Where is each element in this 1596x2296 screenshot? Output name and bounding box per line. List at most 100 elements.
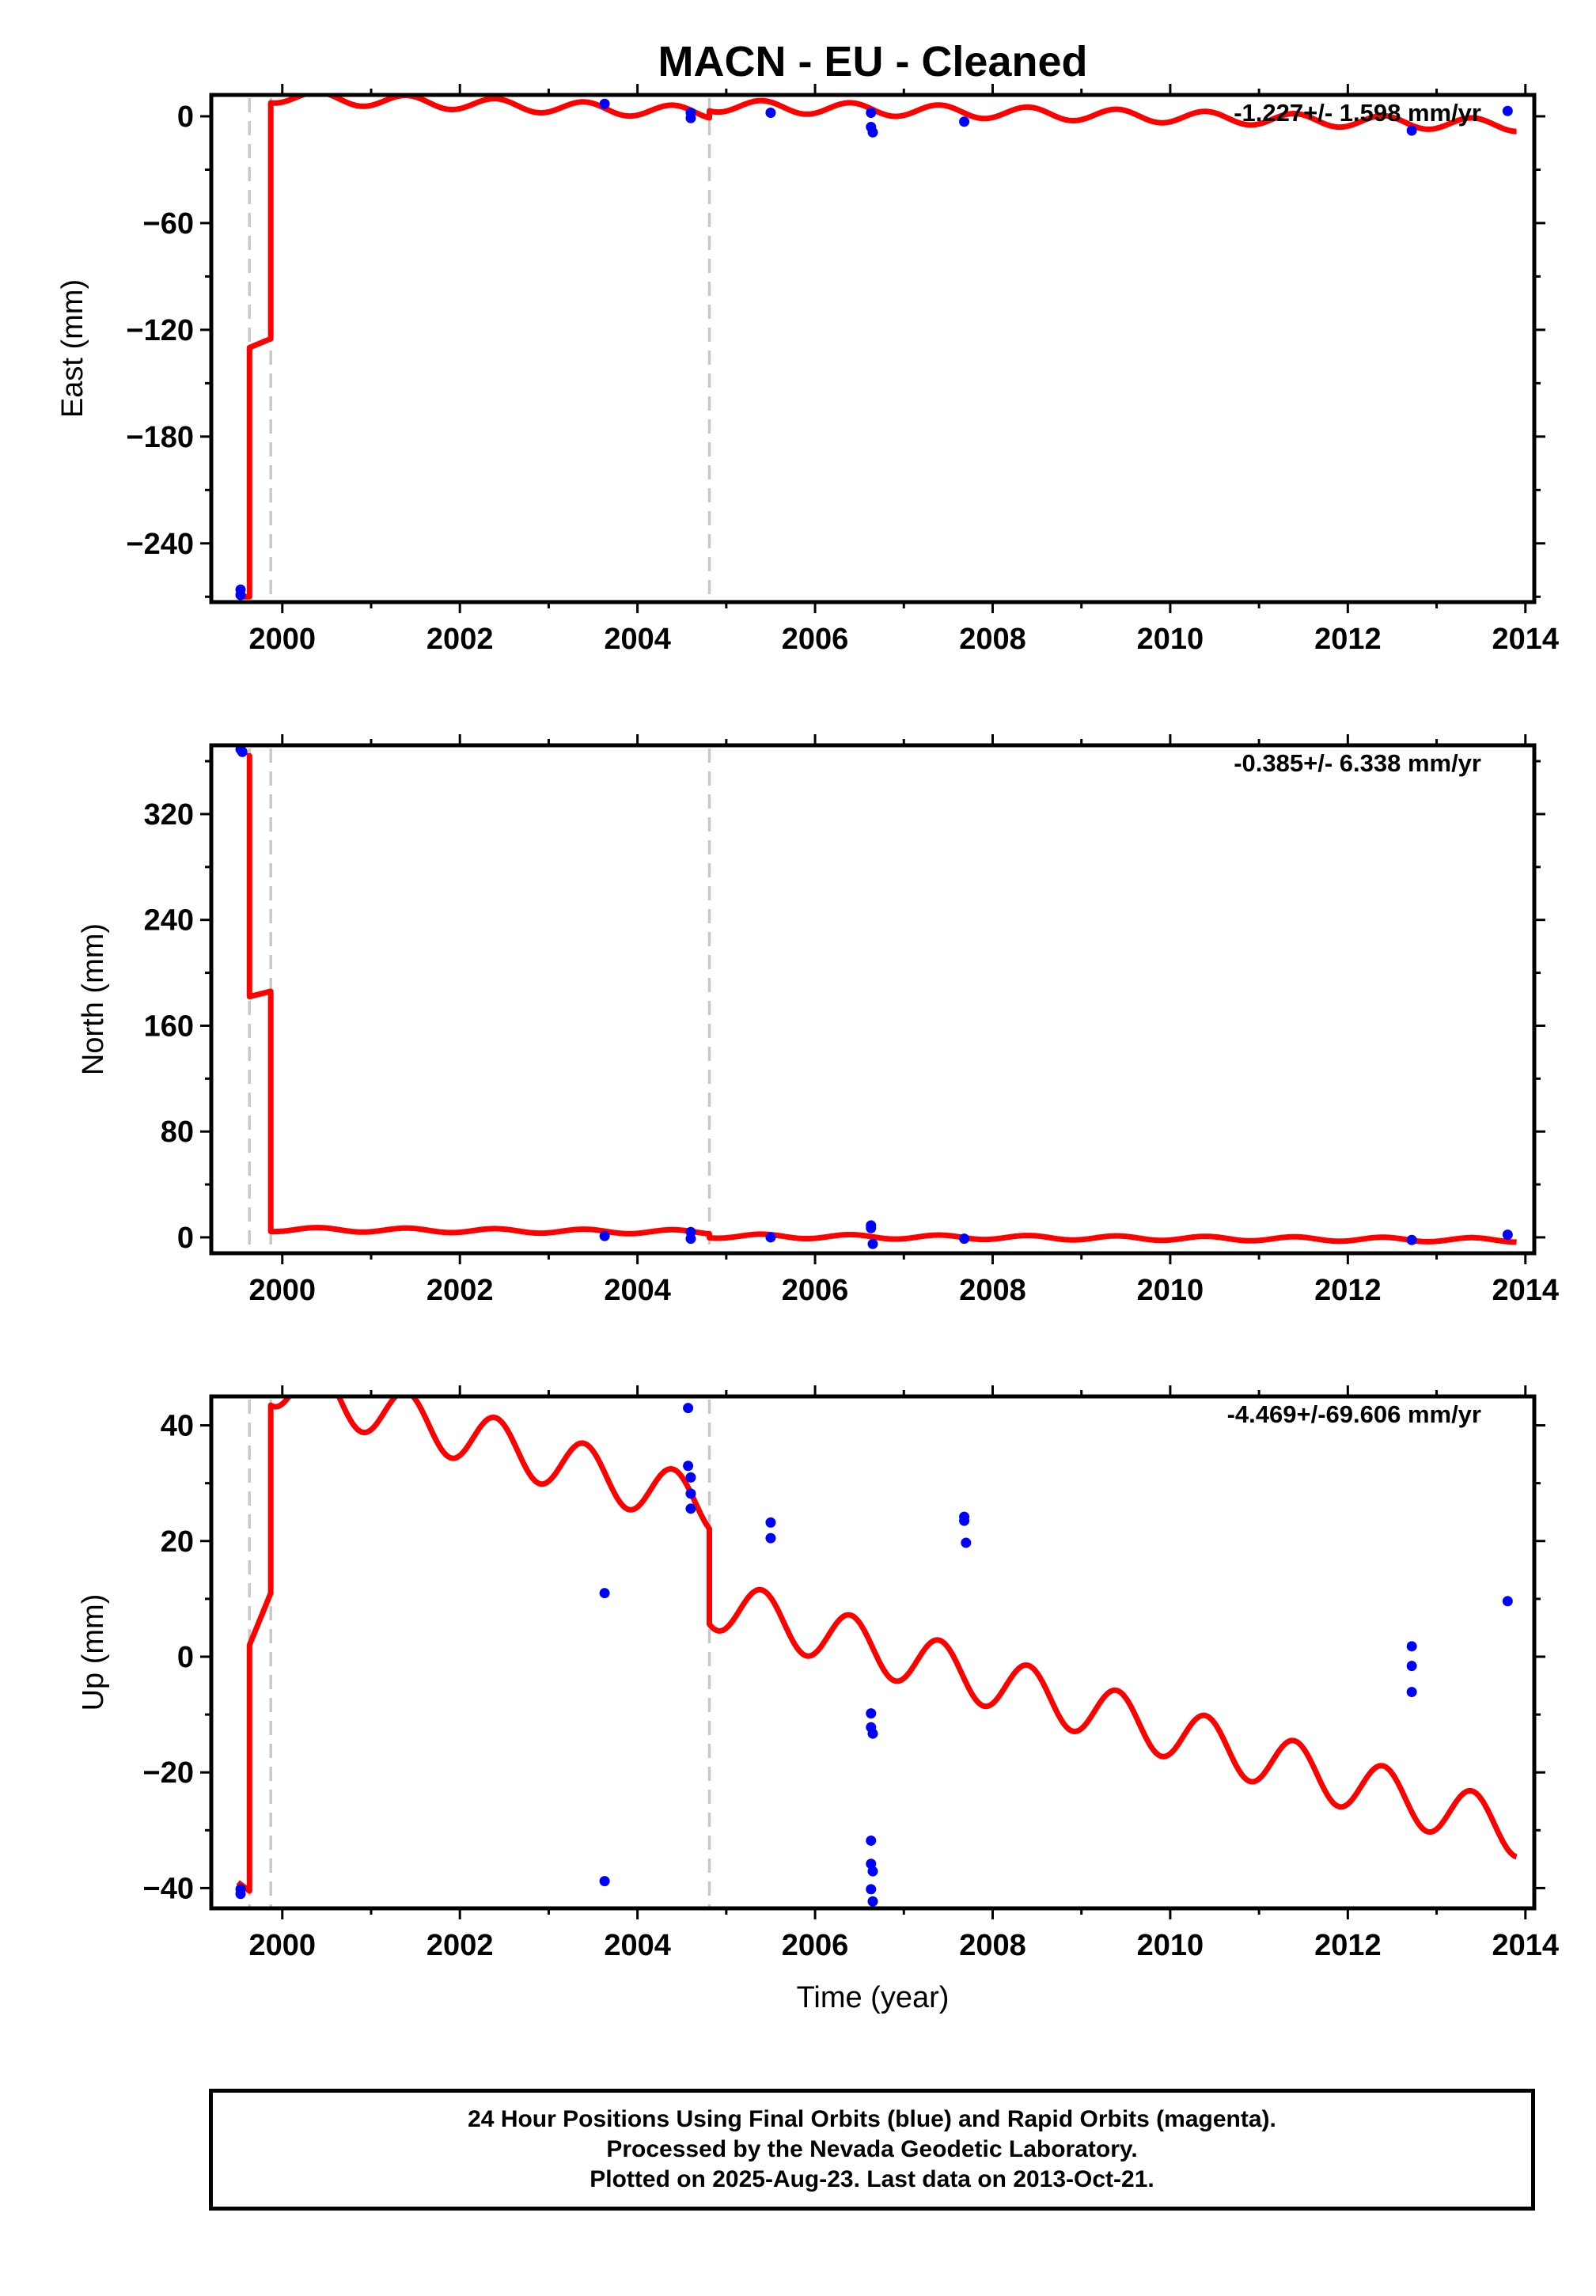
east-data-point bbox=[866, 107, 877, 118]
footer-line-2: Processed by the Nevada Geodetic Laborat… bbox=[606, 2136, 1138, 2162]
east-data-point bbox=[959, 116, 970, 127]
north-data-point bbox=[1406, 1234, 1417, 1245]
panel-east: 2000 2002 2004 2006 2008 2010 2012 2014 0 −60 −120… bbox=[56, 84, 1559, 656]
up-data-point bbox=[1406, 1687, 1417, 1698]
y-tick-label: −40 bbox=[143, 1872, 194, 1905]
x-axis-label: Time (year) bbox=[797, 1981, 950, 2014]
x-tick-label: 2006 bbox=[782, 1929, 849, 1962]
east-data-point bbox=[235, 589, 246, 601]
up-model-line bbox=[236, 1396, 1518, 1894]
x-tick-label: 2000 bbox=[248, 623, 316, 656]
north-data-point bbox=[959, 1233, 970, 1245]
y-tick-label: −60 bbox=[143, 207, 194, 241]
up-data-point bbox=[867, 1896, 878, 1907]
east-data-area bbox=[235, 95, 1518, 601]
up-data-point bbox=[685, 1503, 696, 1514]
north-rate-label: -0.385+/- 6.338 mm/yr bbox=[1234, 749, 1481, 777]
up-data-point bbox=[235, 1889, 246, 1900]
x-tick-label: 2012 bbox=[1314, 623, 1382, 656]
x-tick-label: 2010 bbox=[1137, 1929, 1204, 1962]
up-data-point bbox=[866, 1884, 877, 1895]
up-data-point bbox=[1406, 1641, 1417, 1652]
x-tick-label: 2014 bbox=[1492, 1929, 1560, 1962]
x-tick-label: 2000 bbox=[248, 1274, 316, 1307]
up-data-point bbox=[959, 1515, 970, 1526]
up-data-point bbox=[866, 1708, 877, 1719]
x-tick-label: 2008 bbox=[959, 623, 1026, 656]
north-data-area bbox=[235, 745, 1518, 1249]
north-data-point bbox=[237, 746, 248, 757]
north-data-point bbox=[866, 1222, 877, 1233]
up-rate-label: -4.469+/-69.606 mm/yr bbox=[1227, 1400, 1481, 1428]
x-tick-label: 2012 bbox=[1314, 1274, 1382, 1307]
east-model-line bbox=[236, 95, 1518, 600]
panel-up: 2000 2002 2004 2006 2008 2010 2012 2014 40 20 0 −20… bbox=[77, 1385, 1560, 1962]
north-data-point bbox=[1502, 1229, 1513, 1241]
north-model-line bbox=[245, 752, 1518, 1245]
east-data-point bbox=[599, 98, 610, 109]
east-data-point bbox=[765, 107, 776, 118]
north-data-point bbox=[599, 1230, 610, 1241]
north-plot-frame bbox=[209, 743, 1537, 1256]
x-tick-label: 2002 bbox=[426, 623, 494, 656]
x-tick-label: 2008 bbox=[959, 1929, 1026, 1962]
north-y-axis-label: North (mm) bbox=[77, 923, 110, 1075]
y-tick-label: 40 bbox=[161, 1410, 194, 1443]
y-tick-label: −20 bbox=[143, 1756, 194, 1790]
east-y-axis-label: East (mm) bbox=[56, 279, 89, 418]
y-tick-label: 20 bbox=[161, 1525, 194, 1559]
x-tick-label: 2010 bbox=[1137, 623, 1204, 656]
x-tick-label: 2014 bbox=[1492, 623, 1560, 656]
up-data-area bbox=[235, 1396, 1518, 1907]
x-tick-label: 2014 bbox=[1492, 1274, 1560, 1307]
x-tick-label: 2002 bbox=[426, 1929, 494, 1962]
north-data-point bbox=[685, 1233, 696, 1245]
up-data-point bbox=[599, 1588, 610, 1599]
y-tick-label: 160 bbox=[144, 1010, 194, 1043]
chart-title: MACN - EU - Cleaned bbox=[658, 38, 1087, 85]
x-tick-label: 2012 bbox=[1314, 1929, 1382, 1962]
up-data-point bbox=[685, 1472, 696, 1483]
y-tick-label: 240 bbox=[144, 904, 194, 938]
up-data-point bbox=[683, 1403, 694, 1414]
footer-line-3: Plotted on 2025-Aug-23. Last data on 201… bbox=[589, 2166, 1154, 2192]
up-data-point bbox=[599, 1876, 610, 1887]
up-data-point bbox=[867, 1728, 878, 1739]
y-tick-label: 80 bbox=[161, 1116, 194, 1149]
footer-line-1: 24 Hour Positions Using Final Orbits (bl… bbox=[468, 2106, 1276, 2132]
x-tick-label: 2006 bbox=[782, 1274, 849, 1307]
x-tick-label: 2006 bbox=[782, 623, 849, 656]
north-data-point bbox=[867, 1238, 878, 1249]
up-data-point bbox=[961, 1537, 972, 1548]
footer-box: 24 Hour Positions Using Final Orbits (bl… bbox=[209, 2089, 1535, 2211]
east-data-point bbox=[1406, 125, 1417, 136]
up-plot-frame bbox=[209, 1394, 1537, 1911]
east-rate-label: -1.227+/- 1.598 mm/yr bbox=[1234, 99, 1481, 127]
x-tick-label: 2004 bbox=[604, 1274, 671, 1307]
x-tick-label: 2002 bbox=[426, 1274, 494, 1307]
up-data-point bbox=[765, 1533, 776, 1544]
y-tick-label: 0 bbox=[177, 1641, 194, 1674]
y-tick-label: 0 bbox=[177, 1222, 194, 1255]
up-data-point bbox=[866, 1835, 877, 1846]
y-tick-label: 0 bbox=[177, 100, 194, 134]
x-tick-label: 2008 bbox=[959, 1274, 1026, 1307]
x-tick-label: 2000 bbox=[248, 1929, 316, 1962]
y-tick-label: −240 bbox=[126, 528, 194, 561]
y-tick-label: −180 bbox=[126, 421, 194, 454]
x-tick-label: 2004 bbox=[604, 623, 671, 656]
up-data-point bbox=[685, 1488, 696, 1499]
up-data-point bbox=[867, 1866, 878, 1877]
panel-north: 2000 2002 2004 2006 2008 2010 2012 2014 0 80 160 24… bbox=[77, 734, 1559, 1307]
up-data-point bbox=[1502, 1596, 1513, 1607]
east-plot-frame bbox=[209, 93, 1537, 604]
y-tick-label: −120 bbox=[126, 314, 194, 347]
east-data-point bbox=[1502, 105, 1513, 116]
x-tick-label: 2010 bbox=[1137, 1274, 1204, 1307]
x-tick-label: 2004 bbox=[604, 1929, 671, 1962]
north-data-point bbox=[765, 1232, 776, 1243]
up-data-point bbox=[765, 1517, 776, 1528]
up-data-point bbox=[683, 1461, 694, 1472]
up-y-axis-label: Up (mm) bbox=[77, 1594, 110, 1711]
